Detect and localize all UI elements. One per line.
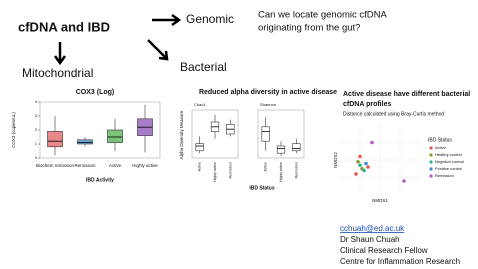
box: [47, 131, 63, 148]
panel-title: Chao1: [194, 102, 207, 107]
legend-label: Active: [435, 145, 447, 150]
chart-title: Active disease have different bacterial: [343, 91, 470, 98]
question-line: Can we locate genomic cfDNA: [258, 10, 387, 21]
point: [356, 159, 360, 164]
contact-line: Clinical Research Fellow: [340, 246, 428, 255]
y-tick-label: 1: [35, 141, 38, 146]
legend-swatch: [429, 160, 433, 164]
x-axis-label: IBD Status: [249, 185, 275, 191]
chart-title: cfDNA profiles: [343, 101, 391, 108]
x-tick-label: Highly active: [132, 163, 158, 168]
point: [364, 161, 368, 166]
point: [366, 165, 370, 169]
arrow: [53, 42, 67, 66]
x-tick-label: Remission: [74, 163, 96, 168]
y-axis-label: NMDS2: [333, 152, 338, 168]
x-tick-label: Active: [198, 162, 202, 172]
point: [358, 163, 362, 168]
point: [354, 172, 358, 176]
chart-subtitle: Distance calculated using Bray-Curtis me…: [343, 111, 444, 117]
x-tick-label: Active: [264, 162, 268, 172]
y-tick-label: 4: [35, 99, 38, 104]
x-tick-label: Remission: [228, 162, 232, 178]
y-tick-label: 0: [35, 155, 38, 160]
box: [77, 139, 93, 145]
point: [362, 168, 366, 173]
x-tick-label: Remission: [294, 162, 298, 178]
box: [276, 145, 286, 154]
x-axis-label: IBD Activity: [86, 177, 114, 183]
x-axis-label: NMDS1: [372, 198, 388, 203]
x-tick-label: Highly active: [213, 162, 217, 182]
x-tick-label: Biochem remission: [36, 163, 75, 168]
x-tick-label: Highly active: [279, 162, 283, 182]
y-tick-label: 2: [35, 127, 38, 132]
panel-title: Shannon: [260, 102, 276, 107]
contact-line: Dr Shaun Chuah: [340, 235, 400, 244]
contact-line: Centre for Inflammation Research: [340, 257, 460, 266]
question-line: originating from the gut?: [258, 23, 360, 34]
legend-swatch: [429, 153, 433, 157]
point: [370, 140, 374, 145]
slide-title: cfDNA and IBD: [18, 19, 110, 34]
box: [195, 143, 204, 152]
bacterial-label: Bacterial: [180, 60, 227, 74]
point: [402, 179, 406, 183]
box: [292, 143, 301, 152]
point: [358, 154, 362, 159]
y-axis-label: Alpha Diversity Measure: [179, 110, 184, 159]
x-tick-label: Active: [109, 163, 122, 168]
mitochondrial-label: Mitochondrial: [22, 66, 93, 80]
chart-title: Reduced alpha diversity in active diseas…: [199, 89, 337, 96]
genomic-label: Genomic: [186, 12, 234, 26]
legend-swatch: [429, 167, 433, 171]
email[interactable]: cchuah@ed.ac.uk: [340, 224, 405, 233]
y-axis-label: COX3 (copies/uL): [11, 112, 16, 148]
arrow: [147, 39, 169, 61]
legend-swatch: [429, 146, 433, 150]
legend-swatch: [429, 174, 433, 178]
y-tick-label: 3: [35, 113, 38, 118]
legend-label: Positive control: [435, 166, 462, 171]
box: [261, 126, 270, 142]
chart-title: COX3 (Log): [76, 89, 115, 96]
box: [107, 129, 123, 143]
legend-label: Healthy control: [435, 152, 462, 157]
legend-title: IBD Status: [428, 137, 452, 143]
legend-label: Negative control: [435, 159, 464, 164]
arrow: [152, 13, 182, 27]
legend-label: Remission: [435, 173, 454, 178]
